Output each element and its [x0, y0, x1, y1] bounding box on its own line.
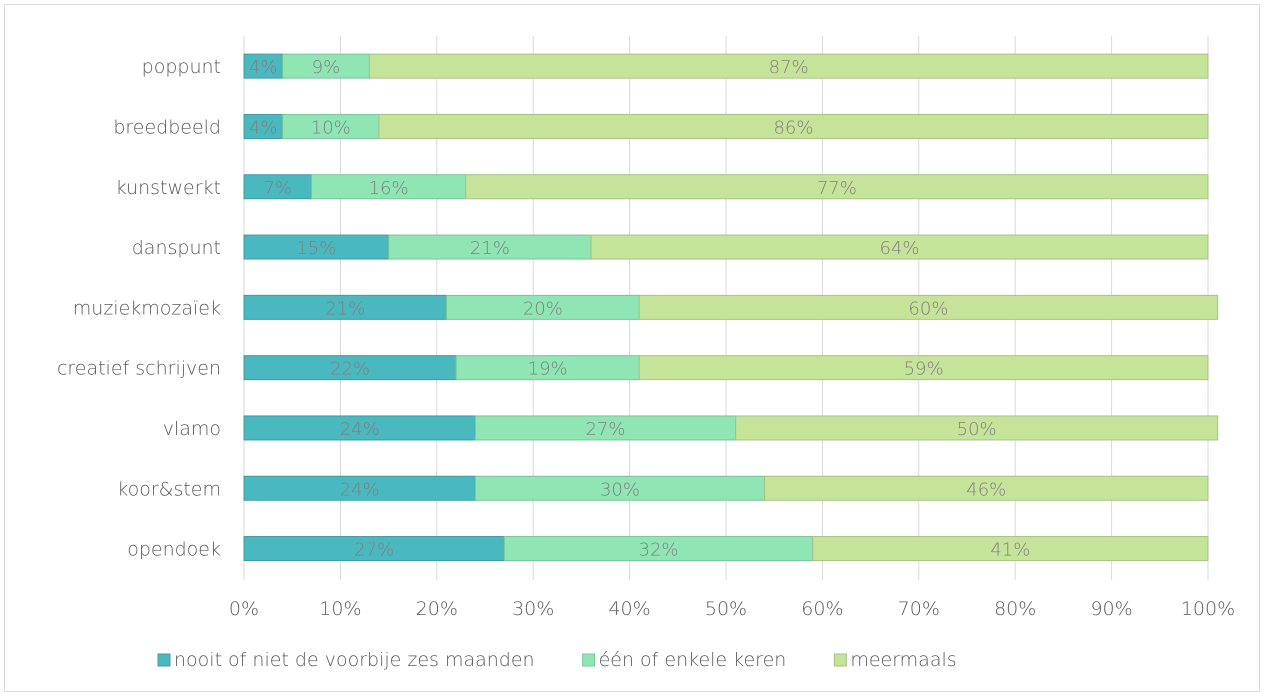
data-label: 27% — [585, 419, 625, 440]
data-label: 4% — [249, 57, 278, 78]
bar-segment — [764, 475, 1209, 501]
bar-segment — [368, 53, 1209, 79]
data-label: 50% — [957, 419, 997, 440]
category-labels: poppunt breedbeeld kunstwerkt danspunt muzie… — [57, 56, 221, 560]
bar-segment — [310, 174, 467, 200]
bar-segment — [638, 294, 1219, 320]
category-label: kunstwerkt — [116, 177, 221, 199]
data-label: 87% — [769, 57, 809, 78]
x-tick-label: 30% — [512, 598, 554, 620]
data-label: 21% — [470, 238, 510, 259]
x-tick-label: 50% — [705, 598, 747, 620]
x-tick-label: 60% — [801, 598, 843, 620]
category-label: koor&stem — [117, 478, 221, 500]
legend-label: meermaals — [850, 649, 956, 671]
data-label: 15% — [296, 238, 336, 259]
data-label: 20% — [523, 298, 563, 319]
category-label: poppunt — [142, 56, 221, 78]
bar-segment — [455, 355, 640, 381]
legend-label: één of enkele keren — [599, 649, 787, 671]
data-label: 21% — [325, 298, 365, 319]
bar-segment — [243, 355, 457, 381]
bar-segment — [282, 113, 380, 139]
bar-segment — [243, 415, 476, 441]
data-label: 16% — [369, 178, 409, 199]
category-label: danspunt — [132, 237, 221, 259]
data-label: 86% — [773, 117, 813, 138]
data-label: 41% — [990, 540, 1030, 561]
data-label: 59% — [904, 359, 944, 380]
x-tick-label: 10% — [319, 598, 361, 620]
bar-segment — [735, 415, 1219, 441]
legend: nooit of niet de voorbije zes maanden één… — [157, 649, 957, 671]
x-tick-label: 70% — [898, 598, 940, 620]
bar-segment — [445, 294, 640, 320]
data-label: 7% — [263, 178, 292, 199]
bar-segment — [243, 294, 447, 320]
data-label: 46% — [966, 479, 1006, 500]
bar-segment — [243, 53, 284, 79]
data-label: 64% — [880, 238, 920, 259]
bar-segment — [638, 355, 1209, 381]
legend-swatch — [582, 653, 596, 667]
bar-segment — [243, 234, 390, 260]
data-label: 10% — [311, 117, 351, 138]
x-tick-label: 40% — [608, 598, 650, 620]
data-label: 27% — [354, 540, 394, 561]
bar-segment — [474, 415, 737, 441]
data-label: 24% — [340, 419, 380, 440]
bar-segment — [590, 234, 1209, 260]
bar-segment — [378, 113, 1209, 139]
x-tick-label: 100% — [1181, 598, 1235, 620]
bar-segment — [243, 113, 284, 139]
bars: 4% 9% 87% 4% 10% 86% 7% 16% 77% 15% 21% 64% 21% 20% 60… — [243, 53, 1219, 562]
category-label: muziekmozaïek — [73, 297, 221, 319]
bar-segment — [388, 234, 592, 260]
legend-swatch — [157, 653, 171, 667]
bar-segment — [243, 536, 505, 562]
x-tick-label: 20% — [416, 598, 458, 620]
bar-segment — [812, 536, 1209, 562]
data-label: 4% — [249, 117, 278, 138]
data-label: 77% — [817, 178, 857, 199]
x-axis-tick-labels: 0% 10% 20% 30% 40% 50% 60% 70% 80% 90% 100% — [229, 598, 1235, 620]
category-label: breedbeeld — [113, 116, 221, 138]
bar-segment — [465, 174, 1209, 200]
legend-swatch — [833, 653, 847, 667]
x-tick-label: 80% — [994, 598, 1036, 620]
data-label: 60% — [908, 298, 948, 319]
data-label: 30% — [600, 479, 640, 500]
category-label: creatief schrijven — [57, 358, 221, 380]
bar-segment — [474, 475, 766, 501]
x-tick-label: 0% — [229, 598, 259, 620]
data-label: 9% — [312, 57, 341, 78]
data-label: 32% — [639, 540, 679, 561]
bar-segment — [503, 536, 814, 562]
category-label: vlamo — [163, 418, 221, 440]
legend-label: nooit of niet de voorbije zes maanden — [174, 649, 535, 671]
data-label: 24% — [340, 479, 380, 500]
data-label: 22% — [330, 359, 370, 380]
category-label: opendoek — [127, 539, 221, 561]
bar-segment — [243, 475, 476, 501]
x-tick-label: 90% — [1090, 598, 1132, 620]
data-label: 19% — [528, 359, 568, 380]
